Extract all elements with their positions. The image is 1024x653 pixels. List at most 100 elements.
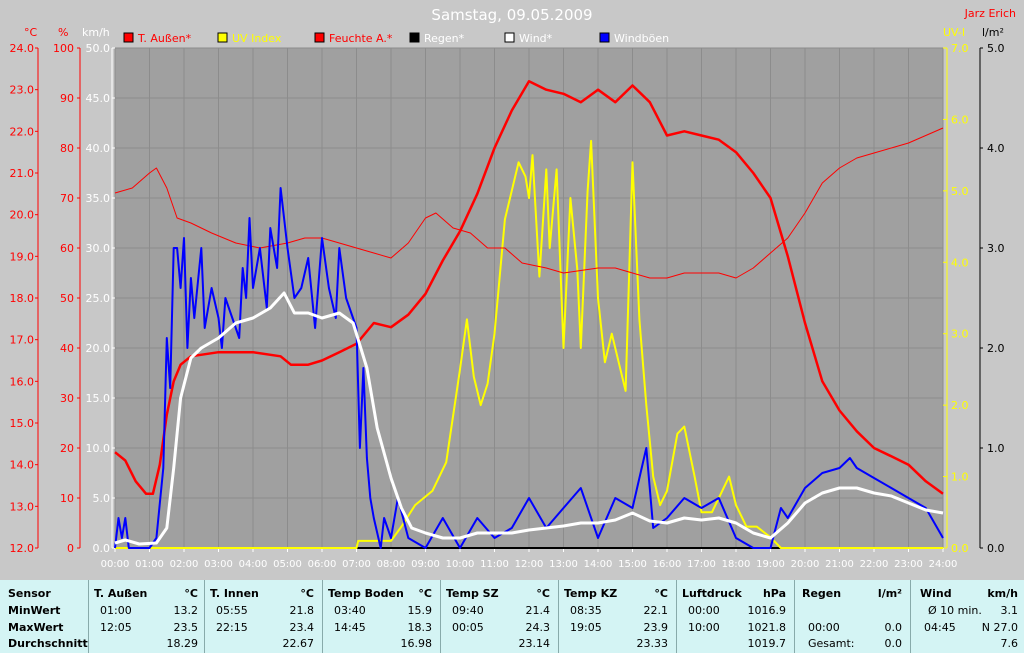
x-tick-label: 23:00 [894,559,923,570]
uv-tick-label: 6.0 [951,113,969,126]
x-tick-label: 01:00 [135,559,164,570]
x-tick-label: 21:00 [825,559,854,570]
uv-tick-label: 7.0 [951,42,969,55]
sensor-name: Temp Boden [328,587,404,600]
x-tick-label: 00:00 [101,559,130,570]
max-value: 23.9 [643,621,669,634]
min-value: 21.4 [525,604,551,617]
legend-label: UV Index [232,32,282,45]
temp-tick-label: 14.0 [10,459,35,472]
x-tick-label: 09:00 [411,559,440,570]
x-tick-label: 08:00 [377,559,406,570]
legend-label: Wind* [519,32,553,45]
rain-tick-label: 2.0 [987,342,1005,355]
axis-unit-label: l/m² [982,26,1004,39]
rain-tick-label: 3.0 [987,242,1005,255]
humidity-tick-label: 0 [67,542,74,555]
rain-tick-label: 5.0 [987,42,1005,55]
x-tick-label: 14:00 [584,559,613,570]
wind-tick-label: 40.0 [86,142,111,155]
sensor-name: T. Innen [210,587,259,600]
humidity-tick-label: 50 [60,292,74,305]
min-value: 15.9 [407,604,433,617]
wind-tick-label: 45.0 [86,92,111,105]
max-time: 10:00 [688,621,720,634]
axis-unit-label: °C [24,26,38,39]
series-uv-index [115,139,943,549]
sensor-unit: °C [300,587,314,600]
avg-value: 23.33 [636,637,669,650]
x-tick-label: 07:00 [342,559,371,570]
legend-label: Regen* [424,32,465,45]
axis-unit-label: % [58,26,68,39]
temp-tick-label: 22.0 [10,125,35,138]
data-series [114,80,944,549]
uv-tick-label: 3.0 [951,328,969,341]
statistics-table: Sensor MinWert MaxWert Durchschnitt T. Außen… [0,580,1024,653]
max-value: 18.3 [407,621,433,634]
axis-units: °C% km/h UV-I l/m² [24,26,1004,39]
wind-tick-label: 0.0 [93,542,111,555]
min-value: 1016.9 [747,604,787,617]
humidity-tick-label: 20 [60,442,74,455]
x-tick-label: 06:00 [308,559,337,570]
max-time: 00:05 [452,621,484,634]
sensor-name: Luftdruck [682,587,742,600]
uv-tick-label: 2.0 [951,399,969,412]
wind-tick-label: 10.0 [86,442,111,455]
uv-tick-label: 1.0 [951,471,969,484]
stats-column-divider [676,580,678,653]
max-value: 23.5 [173,621,199,634]
regen-total-label: Gesamt: [808,637,855,650]
x-tick-label: 04:00 [239,559,268,570]
x-tick-label: 20:00 [791,559,820,570]
temp-tick-label: 24.0 [10,42,35,55]
max-time: 22:15 [216,621,248,634]
stats-column-divider [910,580,912,653]
sensor-unit: °C [184,587,198,600]
stats-column-divider [204,580,206,653]
temp-tick-label: 16.0 [10,375,35,388]
wind-tick-label: 5.0 [93,492,111,505]
chart-title: Samstag, 09.05.2009 [431,6,592,24]
wind-tick-label: 50.0 [86,42,111,55]
wind-name: Wind [920,587,952,600]
temp-tick-label: 23.0 [10,84,35,97]
legend-swatch [504,32,515,43]
min-time: 00:00 [688,604,720,617]
wind-max-value: N 27.0 [981,621,1018,634]
axes: 24.0 23.0 22.0 21.0 20.0 19.0 18.0 17.0 16.0 15.0… [10,42,1005,570]
rain-tick-label: 0.0 [987,542,1005,555]
weather-chart: Samstag, 09.05.2009 Jarz Erich T. Außen*… [9,6,1017,570]
regen-name: Regen [802,587,842,600]
sensor-unit: °C [654,587,668,600]
sensor-name: Temp KZ [564,587,618,600]
legend-label: Windböen [614,32,669,45]
temp-tick-label: 15.0 [10,417,35,430]
x-tick-label: 16:00 [653,559,682,570]
wind-unit: km/h [987,587,1018,600]
temp-tick-label: 12.0 [10,542,35,555]
wind-avg-label: Ø 10 min. [928,604,982,617]
sensor-unit: hPa [762,587,786,600]
legend-swatch [599,32,610,43]
min-time: 03:40 [334,604,366,617]
wind-mean-value: 7.6 [1000,637,1019,650]
regen-time: 00:00 [808,621,840,634]
stats-column-divider [794,580,796,653]
x-tick-label: 17:00 [687,559,716,570]
author-label: Jarz Erich [964,7,1016,20]
x-tick-label: 12:00 [515,559,544,570]
min-time: 09:40 [452,604,484,617]
wind-max-time: 04:45 [924,621,956,634]
x-tick-label: 02:00 [170,559,199,570]
x-tick-label: 15:00 [618,559,647,570]
series-wind [114,291,944,546]
series-windb-en [114,187,944,549]
humidity-tick-label: 80 [60,142,74,155]
wind-tick-label: 15.0 [86,392,111,405]
x-tick-label: 10:00 [446,559,475,570]
legend-label: Feuchte A.* [329,32,393,45]
stats-column-divider [558,580,560,653]
avg-value: 1019.7 [747,637,787,650]
